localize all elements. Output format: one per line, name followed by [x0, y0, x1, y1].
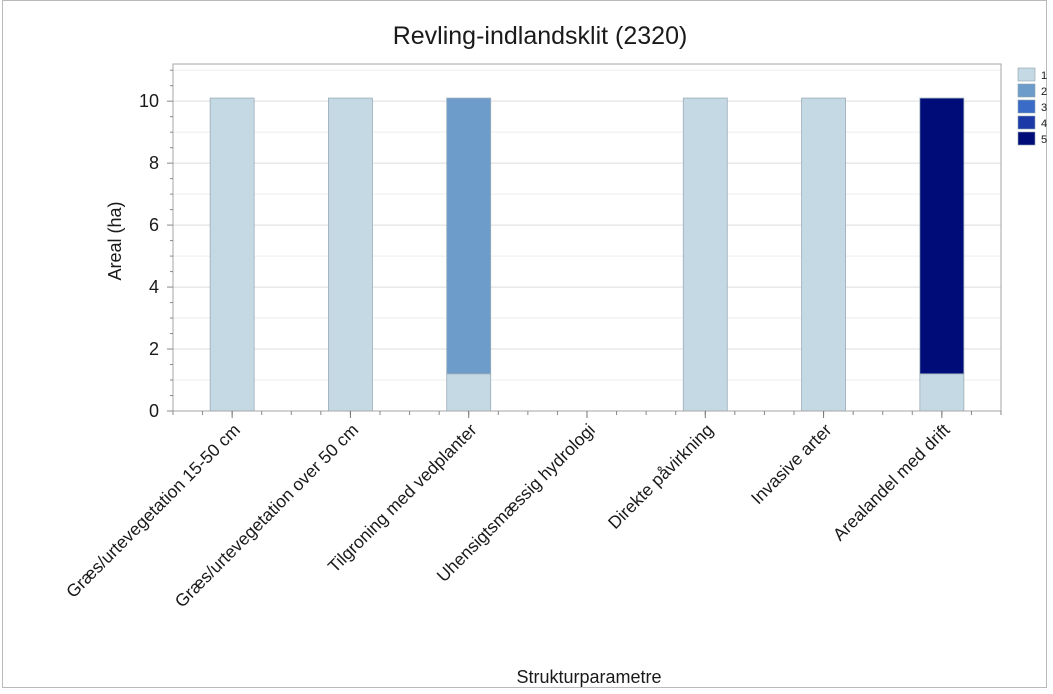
y-tick-label: 0: [149, 401, 159, 421]
bar-segment-series-1: [446, 373, 492, 412]
x-tick-label: Invasive arter: [747, 420, 836, 509]
x-axis-label: Strukturparametre: [516, 667, 661, 687]
grid-lines: [173, 69, 1001, 412]
y-axis-label: Areal (ha): [105, 201, 125, 280]
bar-segment-series-1: [682, 97, 728, 412]
y-tick-label: 2: [149, 339, 159, 359]
bar-segment-series-1: [919, 373, 965, 412]
chart-title: Revling-indlandsklit (2320): [393, 22, 688, 50]
legend-label-4: 4: [1041, 118, 1047, 130]
y-tick-label: 4: [149, 277, 159, 297]
y-tick-label: 6: [149, 215, 159, 235]
legend-swatch-3: [1017, 99, 1036, 114]
bar-segment-series-5: [919, 97, 965, 375]
legend-label-3: 3: [1041, 102, 1047, 114]
bar-segment-series-1: [328, 97, 373, 412]
legend-label-1: 1: [1041, 70, 1047, 82]
bar-segment-series-1: [801, 97, 846, 412]
bar-segment-series-2: [446, 97, 492, 375]
legend: 1 2 3 4 5: [1017, 67, 1047, 146]
bars: [209, 97, 965, 412]
legend-swatch-1: [1017, 67, 1036, 82]
legend-label-5: 5: [1041, 134, 1047, 146]
stacked-bar-chart: Revling-indlandsklit (2320) Areal (ha) S…: [62, 22, 1047, 687]
y-tick-label: 8: [149, 153, 159, 173]
legend-swatch-5: [1017, 131, 1036, 146]
x-tick-label: Arealandel med drift: [829, 420, 954, 545]
plot-area-border: [172, 63, 1002, 412]
legend-swatch-2: [1017, 83, 1036, 98]
y-tick-label: 10: [139, 91, 159, 111]
legend-swatch-4: [1017, 115, 1036, 130]
legend-label-2: 2: [1041, 86, 1047, 98]
x-tick-label: Direkte påvirkning: [604, 420, 717, 533]
x-tick-label: Græs/urtevegetation over 50 cm: [171, 420, 363, 612]
bar-segment-series-1: [209, 97, 255, 412]
